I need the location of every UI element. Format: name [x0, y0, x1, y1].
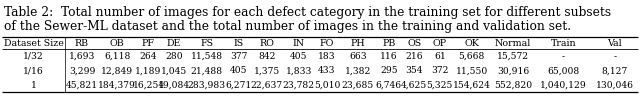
Text: 21,488: 21,488	[191, 66, 223, 75]
Text: IS: IS	[234, 39, 244, 47]
Text: OS: OS	[407, 39, 421, 47]
Text: 280: 280	[165, 52, 183, 61]
Text: 183: 183	[318, 52, 336, 61]
Text: 1: 1	[31, 81, 36, 90]
Text: RB: RB	[75, 39, 89, 47]
Text: PF: PF	[142, 39, 155, 47]
Text: 1,375: 1,375	[253, 66, 280, 75]
Text: 30,916: 30,916	[497, 66, 529, 75]
Text: FO: FO	[320, 39, 334, 47]
Text: 264: 264	[140, 52, 157, 61]
Text: 552,820: 552,820	[494, 81, 532, 90]
Text: 5,010: 5,010	[314, 81, 340, 90]
Text: 1/32: 1/32	[23, 52, 44, 61]
Text: 65,008: 65,008	[547, 66, 580, 75]
Text: OK: OK	[465, 39, 479, 47]
Text: 4,625: 4,625	[401, 81, 428, 90]
Text: 372: 372	[431, 66, 449, 75]
Text: 154,624: 154,624	[453, 81, 491, 90]
Text: FS: FS	[200, 39, 213, 47]
Text: 405: 405	[230, 66, 247, 75]
Text: 1,693: 1,693	[68, 52, 95, 61]
Text: 1,189: 1,189	[135, 66, 162, 75]
Text: 5,668: 5,668	[459, 52, 485, 61]
Text: 377: 377	[230, 52, 247, 61]
Text: Dataset Size: Dataset Size	[4, 39, 63, 47]
Text: 5,325: 5,325	[427, 81, 453, 90]
Text: Train: Train	[550, 39, 576, 47]
Text: 295: 295	[380, 66, 397, 75]
Text: 433: 433	[318, 66, 336, 75]
Text: 23,782: 23,782	[283, 81, 315, 90]
Text: IN: IN	[292, 39, 305, 47]
Text: 130,046: 130,046	[596, 81, 634, 90]
Text: 61: 61	[434, 52, 445, 61]
Text: 16,254: 16,254	[132, 81, 164, 90]
Text: RO: RO	[259, 39, 274, 47]
Text: 283,983: 283,983	[188, 81, 226, 90]
Text: OB: OB	[110, 39, 125, 47]
Text: 6,746: 6,746	[376, 81, 402, 90]
Text: 11,548: 11,548	[191, 52, 223, 61]
Text: Normal: Normal	[495, 39, 531, 47]
Text: 842: 842	[258, 52, 275, 61]
Text: 45,821: 45,821	[66, 81, 98, 90]
Text: 12,849: 12,849	[101, 66, 133, 75]
Text: 15,572: 15,572	[497, 52, 529, 61]
Text: 23,685: 23,685	[342, 81, 374, 90]
Text: 1/16: 1/16	[23, 66, 44, 75]
Text: 1,045: 1,045	[161, 66, 187, 75]
Text: 11,550: 11,550	[456, 66, 488, 75]
Text: PH: PH	[351, 39, 365, 47]
Text: Val: Val	[607, 39, 622, 47]
Text: 1,040,129: 1,040,129	[540, 81, 587, 90]
Text: 663: 663	[349, 52, 367, 61]
Text: PB: PB	[382, 39, 396, 47]
Text: 22,637: 22,637	[251, 81, 283, 90]
Text: 405: 405	[290, 52, 307, 61]
Text: DE: DE	[167, 39, 181, 47]
Text: 216: 216	[406, 52, 423, 61]
Text: 8,127: 8,127	[602, 66, 628, 75]
Text: -: -	[562, 52, 565, 61]
Text: 6,271: 6,271	[225, 81, 252, 90]
Text: 1,382: 1,382	[345, 66, 371, 75]
Text: -: -	[613, 52, 616, 61]
Text: of the Sewer-ML dataset and the total number of images in the training and valid: of the Sewer-ML dataset and the total nu…	[4, 20, 571, 33]
Text: 19,084: 19,084	[158, 81, 190, 90]
Text: 3,299: 3,299	[68, 66, 95, 75]
Text: 1,833: 1,833	[285, 66, 312, 75]
Text: 184,379: 184,379	[98, 81, 136, 90]
Text: 116: 116	[380, 52, 397, 61]
Text: Table 2:  Total number of images for each defect category in the training set fo: Table 2: Total number of images for each…	[4, 6, 611, 19]
Text: 354: 354	[406, 66, 423, 75]
Text: OP: OP	[433, 39, 447, 47]
Text: 6,118: 6,118	[104, 52, 131, 61]
